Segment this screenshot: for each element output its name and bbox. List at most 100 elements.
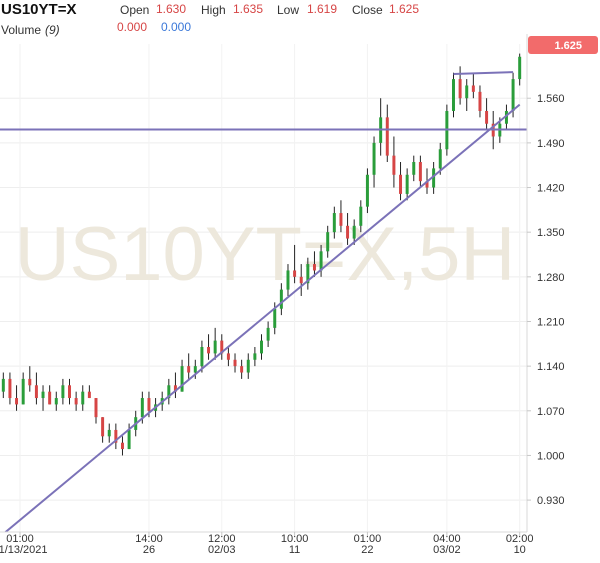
- candle-body: [352, 225, 356, 239]
- symbol-title: US10YT=X: [1, 1, 76, 18]
- x-tick-label: 12:00: [208, 533, 236, 545]
- candle-body: [226, 353, 230, 360]
- candle-body: [253, 353, 257, 360]
- candle-body: [187, 366, 191, 373]
- gridlines: [0, 44, 527, 532]
- volume-label: Volume: [1, 23, 41, 37]
- x-tick-label: 14:00: [135, 533, 163, 545]
- open-value: 1.630: [156, 2, 186, 16]
- candle-body: [246, 359, 250, 373]
- close-value: 1.625: [389, 2, 419, 16]
- candle-body: [167, 385, 171, 399]
- candle-body: [260, 340, 263, 354]
- candle-body: [504, 110, 508, 124]
- candle-body: [180, 366, 184, 392]
- candle-body: [326, 232, 330, 252]
- candle-body: [432, 168, 436, 188]
- volume-value-1: 0.000: [117, 20, 147, 34]
- candle-body: [418, 162, 422, 182]
- x-tick-sublabel: 26: [143, 544, 155, 556]
- candle-body: [68, 385, 72, 399]
- candle-body: [240, 366, 244, 373]
- candle-body: [438, 149, 442, 169]
- y-tick-label: 1.070: [537, 406, 565, 418]
- header: US10YT=X Open 1.630 High 1.635 Low 1.619…: [1, 1, 419, 37]
- candle-body: [8, 378, 12, 399]
- candle-body: [81, 391, 85, 405]
- close-label: Close: [352, 3, 383, 17]
- volume-value-2: 0.000: [161, 20, 191, 34]
- trendlines[interactable]: [0, 71, 527, 534]
- candle-body: [478, 91, 482, 111]
- candle-body: [299, 276, 303, 284]
- candle-body: [312, 264, 316, 271]
- trendline-ray[interactable]: [3, 103, 521, 534]
- x-tick-sublabel: 02/03: [208, 544, 236, 556]
- last-price-badge: 1.625: [528, 36, 598, 54]
- candle-body: [233, 359, 237, 367]
- high-label: High: [201, 3, 226, 17]
- candle-body: [279, 289, 283, 309]
- candle-body: [365, 174, 369, 207]
- low-label: Low: [277, 3, 299, 17]
- candle-body: [346, 225, 350, 239]
- candle-body: [87, 391, 91, 399]
- candle-body: [286, 270, 290, 290]
- x-tick-label: 04:00: [433, 533, 461, 545]
- candle-body: [1, 378, 5, 392]
- x-tick-sublabel: 11: [289, 544, 300, 556]
- high-value: 1.635: [233, 2, 263, 16]
- x-tick-sublabel: 10: [514, 544, 526, 556]
- x-tick-label: 01:00: [6, 533, 34, 545]
- candle-body: [471, 85, 475, 92]
- candle-body: [465, 85, 469, 99]
- candle-body: [94, 398, 98, 418]
- candle-body: [120, 442, 124, 450]
- candle-body: [15, 398, 19, 405]
- y-axis-ticks: 1.560 1.490 1.420 1.350 1.280 1.210 1.140 1.070…: [527, 93, 565, 507]
- candle-body: [193, 366, 197, 373]
- x-tick-sublabel: 03/02: [433, 544, 461, 556]
- volume-period: (9): [45, 23, 60, 37]
- candle-body: [511, 79, 515, 111]
- candle-body: [332, 213, 336, 233]
- candle-body: [518, 56, 522, 80]
- candle-body: [273, 308, 277, 328]
- watermark: US10YT=X,5H: [15, 212, 516, 297]
- candle-body: [114, 429, 118, 443]
- last-price-label: 1.625: [554, 40, 582, 52]
- candle-body: [266, 327, 270, 341]
- y-tick-label: 1.280: [537, 272, 565, 284]
- candle-body: [451, 79, 455, 111]
- trendline-segment[interactable]: [453, 71, 514, 75]
- candle-body: [207, 347, 211, 354]
- candle-body: [147, 398, 151, 411]
- candle-body: [41, 391, 45, 399]
- candle-body: [220, 340, 224, 354]
- candle-body: [485, 110, 489, 124]
- y-tick-label: 1.140: [537, 361, 565, 373]
- candle-body: [140, 398, 144, 418]
- x-tick-sublabel: 01/13/2021: [0, 544, 48, 556]
- candle-body: [61, 385, 65, 399]
- x-tick-label: 10:00: [281, 533, 309, 545]
- x-tick-sublabel: 22: [361, 544, 373, 556]
- candle-body: [200, 347, 204, 367]
- candle-body: [127, 429, 131, 450]
- candle-body: [405, 174, 409, 194]
- candle-body: [319, 251, 323, 271]
- y-tick-label: 1.350: [537, 227, 565, 239]
- y-tick-label: 0.930: [537, 495, 565, 507]
- candle-body: [21, 378, 25, 405]
- candle-body: [412, 162, 416, 175]
- low-value: 1.619: [307, 2, 337, 16]
- candle-body: [306, 264, 310, 284]
- candle-body: [425, 181, 429, 188]
- candle-body: [107, 429, 111, 437]
- candle-body: [339, 213, 343, 226]
- x-tick-label: 02:00: [506, 533, 534, 545]
- candle-body: [293, 270, 297, 277]
